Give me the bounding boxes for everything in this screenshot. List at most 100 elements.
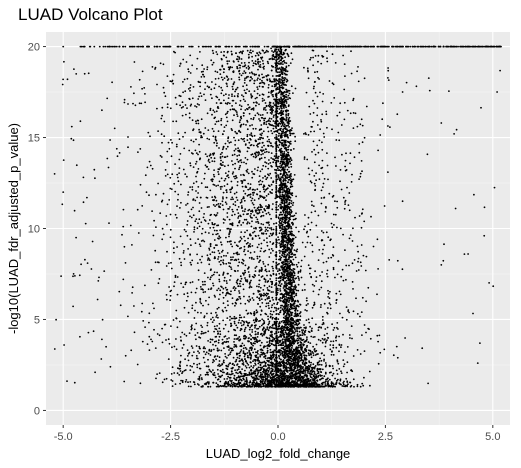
data-point [311,367,313,369]
data-point [283,253,286,256]
data-point [276,120,279,123]
data-point [259,286,262,289]
data-point [282,160,285,163]
data-point [277,378,280,380]
data-point [251,381,254,384]
data-point [319,378,321,381]
data-point [279,229,282,232]
data-point [259,366,262,369]
data-point [212,282,214,285]
data-point [288,264,291,267]
data-point [280,211,282,214]
data-point [299,303,302,306]
data-point [84,258,86,261]
data-point [281,350,284,353]
data-point [279,333,282,336]
data-point [292,364,295,366]
data-point [300,377,302,379]
data-point [182,250,185,252]
data-point [324,383,327,385]
data-point [278,242,281,245]
data-point [237,139,240,142]
data-point [257,206,260,209]
data-point [289,134,292,137]
data-point [282,144,285,146]
data-point [249,369,252,372]
data-point [271,85,274,87]
data-point [277,364,279,367]
data-point [206,155,209,158]
data-point [356,383,359,386]
data-point [179,235,182,238]
data-point [256,218,259,221]
data-point [282,382,285,385]
data-point [276,371,279,373]
data-point [279,128,281,131]
data-point [289,279,291,282]
data-point [221,338,224,341]
data-point [226,120,229,123]
data-point [224,385,227,388]
data-point [284,171,287,174]
data-point [359,353,362,355]
data-point [275,382,278,385]
data-point [286,298,289,301]
data-point [293,377,296,380]
data-point [315,343,318,346]
data-point [310,352,312,355]
data-point [286,249,289,252]
data-point [336,379,338,382]
data-point [192,86,195,88]
data-point [212,369,214,371]
data-point [230,266,232,269]
data-point [292,244,295,247]
data-point [282,260,284,263]
data-point [295,375,297,378]
data-point [180,183,182,186]
data-point [297,339,300,341]
data-point [279,299,282,302]
data-point [189,381,192,383]
data-point [262,375,264,378]
data-point [235,378,238,381]
data-point [191,365,194,368]
data-point [290,85,293,88]
data-point [189,365,192,367]
data-point [298,279,300,281]
data-point [277,342,280,344]
data-point [280,204,282,206]
data-point [288,319,290,322]
data-point [253,230,256,233]
data-point [316,384,319,386]
data-point [306,338,308,341]
data-point [308,382,311,385]
data-point [277,318,280,320]
data-point [278,354,280,357]
data-point [250,365,253,367]
data-point [215,144,218,147]
data-point [322,385,325,388]
data-point [183,333,186,336]
data-point [261,353,263,356]
data-point [269,385,272,387]
data-point [343,385,345,388]
data-point [299,374,302,377]
data-point [294,372,297,375]
data-point [170,139,172,141]
data-point [295,339,298,342]
data-point [286,297,288,299]
data-point [231,214,234,217]
data-point [294,135,296,138]
data-point [241,363,244,365]
data-point [256,88,259,90]
data-point [323,360,325,362]
data-point [288,379,290,382]
data-point [292,304,295,306]
data-point [219,229,222,232]
data-point [324,365,327,368]
data-point [285,302,288,304]
data-point [283,216,285,219]
data-point [218,327,221,330]
data-point [297,275,299,278]
data-point [307,341,310,344]
